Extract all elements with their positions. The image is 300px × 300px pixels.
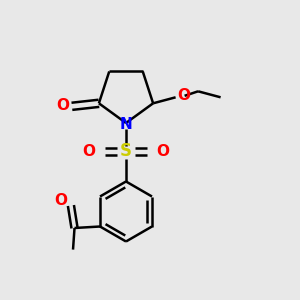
- Text: O: O: [156, 144, 170, 159]
- Text: O: O: [55, 193, 68, 208]
- Text: O: O: [178, 88, 190, 103]
- Text: N: N: [120, 117, 132, 132]
- Text: O: O: [82, 144, 96, 159]
- Text: O: O: [56, 98, 69, 113]
- Text: S: S: [120, 142, 132, 160]
